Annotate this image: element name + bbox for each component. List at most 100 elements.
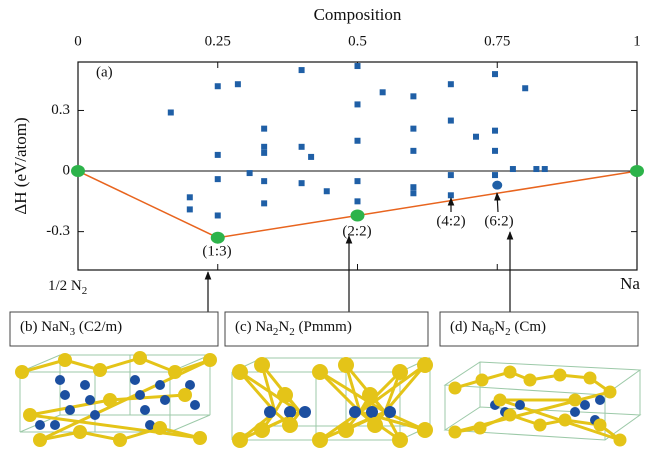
structure-part xyxy=(366,406,378,418)
point xyxy=(215,176,221,182)
structure-part xyxy=(338,357,354,373)
annotation: (6:2) xyxy=(484,213,513,229)
y-tick-label: 0.3 xyxy=(51,102,70,118)
structure-part xyxy=(584,372,597,385)
structure-part xyxy=(65,405,75,415)
subscript: 2 xyxy=(82,285,88,297)
arrow xyxy=(497,193,498,212)
structure-part xyxy=(110,395,185,400)
x-axis-title: Composition xyxy=(314,5,402,24)
point xyxy=(247,170,253,176)
point xyxy=(448,81,454,87)
structure-part xyxy=(140,405,150,415)
highlight-point xyxy=(492,181,502,190)
label-part: (Pmmm) xyxy=(295,319,352,335)
point xyxy=(355,63,361,69)
structure-part xyxy=(80,380,90,390)
structure-part xyxy=(384,406,396,418)
structure-part xyxy=(73,425,87,439)
structure-part xyxy=(569,394,582,407)
point xyxy=(355,178,361,184)
structure-part xyxy=(604,386,617,399)
point xyxy=(448,118,454,124)
structure-part xyxy=(284,406,296,418)
hull-point xyxy=(211,232,225,244)
structure-part xyxy=(113,433,127,447)
structure-part xyxy=(474,422,487,435)
structure-part xyxy=(504,366,517,379)
label-part: N xyxy=(494,319,505,335)
structure-part xyxy=(135,390,145,400)
x-tick-label: 0.75 xyxy=(484,33,510,49)
point xyxy=(492,128,498,134)
hull-point xyxy=(71,165,85,177)
structure-part xyxy=(232,364,248,380)
structure-part xyxy=(35,420,45,430)
structure-part xyxy=(534,419,547,432)
structure-part xyxy=(93,363,107,377)
structure-part xyxy=(392,432,408,448)
structure-part xyxy=(277,387,293,403)
structure-part xyxy=(614,434,627,447)
structure-part xyxy=(449,426,462,439)
label-part: N xyxy=(278,319,289,335)
point xyxy=(492,71,498,77)
structure-part xyxy=(299,406,311,418)
point xyxy=(235,81,241,87)
point xyxy=(533,166,539,172)
structure-part xyxy=(449,382,462,395)
label: 1/2 N2 xyxy=(48,278,87,296)
structure-part xyxy=(254,357,270,373)
point xyxy=(448,192,454,198)
structure-part xyxy=(417,357,433,373)
structure-part xyxy=(338,422,354,438)
label-part: (d) Na xyxy=(450,319,489,335)
point xyxy=(299,180,305,186)
figure: CompositionΔH (eV/atom)(a)1/2 N2Na00.250… xyxy=(0,0,645,452)
point xyxy=(215,152,221,158)
point xyxy=(410,93,416,99)
structure-part xyxy=(103,393,117,407)
point xyxy=(261,144,267,150)
point xyxy=(448,172,454,178)
point xyxy=(410,126,416,132)
label-part: (b) NaN xyxy=(20,319,70,335)
point xyxy=(355,138,361,144)
x-tick-label: 0 xyxy=(74,33,82,49)
structure-part xyxy=(349,406,361,418)
right-label: Na xyxy=(620,274,640,293)
point xyxy=(492,148,498,154)
structure-part xyxy=(367,417,383,433)
label-part: 1/2 N xyxy=(48,278,82,294)
structure-part xyxy=(33,433,47,447)
point xyxy=(299,67,305,73)
point xyxy=(410,148,416,154)
structure-part xyxy=(312,364,328,380)
point xyxy=(492,172,498,178)
structure-part xyxy=(193,431,207,445)
point xyxy=(308,154,314,160)
structure-part xyxy=(282,417,298,433)
structure-part xyxy=(417,422,433,438)
structure-part xyxy=(494,394,507,407)
structure-part xyxy=(524,374,537,387)
structure-part xyxy=(160,395,170,405)
annotation: (2:2) xyxy=(342,223,371,239)
structure-part xyxy=(190,400,200,410)
structure-part xyxy=(515,400,525,410)
structure-part xyxy=(362,387,378,403)
structure-part xyxy=(60,390,70,400)
y-axis-title: ΔH (eV/atom) xyxy=(11,117,30,214)
point xyxy=(187,206,193,212)
structure-part xyxy=(554,369,567,382)
x-tick-label: 0.5 xyxy=(348,33,367,49)
structure-part xyxy=(570,407,580,417)
point xyxy=(410,184,416,190)
point xyxy=(410,190,416,196)
point xyxy=(380,89,386,95)
structure-part xyxy=(55,375,65,385)
label: (d) Na6N2 (Cm) xyxy=(450,319,546,337)
point xyxy=(355,198,361,204)
structure-part xyxy=(130,375,140,385)
y-tick-label: 0 xyxy=(63,162,71,178)
